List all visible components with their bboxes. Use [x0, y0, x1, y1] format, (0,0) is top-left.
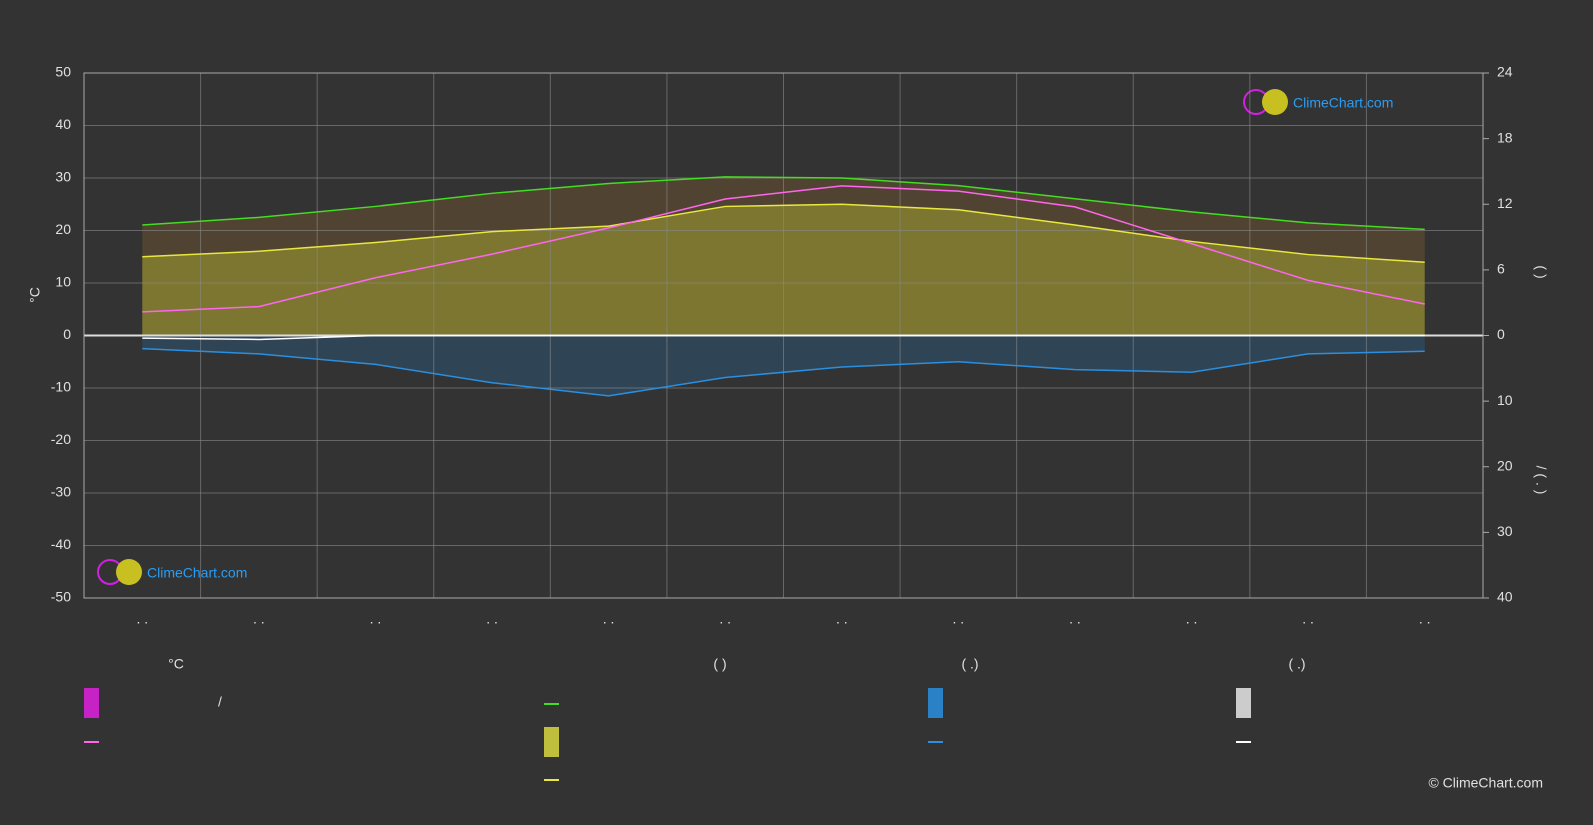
y-tick-label: 50	[55, 64, 71, 80]
copyright: © ClimeChart.com	[1428, 775, 1543, 791]
series-line	[142, 334, 1425, 341]
y-tick-label: -10	[51, 379, 71, 395]
x-tick-label: . .	[370, 611, 382, 627]
x-tick-label: . .	[836, 611, 848, 627]
x-tick-label: . .	[253, 611, 265, 627]
x-tick-label: . .	[603, 611, 615, 627]
hours-tick-label: 12	[1497, 195, 1513, 211]
precip-axis-label: / ( . )	[1533, 466, 1549, 495]
legend-swatch	[928, 688, 943, 718]
legend-header: °C	[168, 656, 184, 672]
y-tick-label: 10	[55, 274, 71, 290]
logo-sun	[1262, 89, 1288, 115]
hours-tick-label: 0	[1497, 326, 1505, 342]
series-line	[142, 185, 1425, 313]
x-tick-label: . .	[1419, 611, 1431, 627]
x-tick-label: . .	[1302, 611, 1314, 627]
y-tick-label: 20	[55, 221, 71, 237]
logo-bottom: ClimeChart.com	[97, 559, 247, 585]
logo-sun	[116, 559, 142, 585]
y-axis-label: °C	[27, 287, 43, 303]
x-tick-label: . .	[486, 611, 498, 627]
series-line	[142, 176, 1425, 231]
series-line	[142, 347, 1425, 397]
x-tick-label: . .	[1186, 611, 1198, 627]
y-tick-label: 0	[63, 326, 71, 342]
y-tick-label: -20	[51, 431, 71, 447]
watermark: ClimeChart.com	[1293, 95, 1393, 111]
y-tick-label: 30	[55, 169, 71, 185]
legend-swatch	[1236, 688, 1251, 718]
plot-frame	[83, 72, 1484, 599]
x-tick-label: . .	[136, 611, 148, 627]
precip-tick-label: 30	[1497, 523, 1513, 539]
legend-header: ( )	[713, 656, 726, 672]
x-tick-label: . .	[953, 611, 965, 627]
logo-top: ClimeChart.com	[1243, 89, 1393, 115]
x-tick-label: . .	[719, 611, 731, 627]
hours-tick-label: 18	[1497, 129, 1513, 145]
y-tick-label: -30	[51, 484, 71, 500]
hours-axis-label: ( )	[1533, 265, 1549, 278]
y-tick-label: -40	[51, 536, 71, 552]
legend-swatch	[84, 688, 99, 718]
precip-tick-label: 20	[1497, 457, 1513, 473]
legend-header: ( .)	[1288, 656, 1305, 672]
watermark: ClimeChart.com	[147, 565, 247, 581]
x-tick-label: . .	[1069, 611, 1081, 627]
hours-tick-label: 6	[1497, 261, 1505, 277]
hours-tick-label: 24	[1497, 64, 1513, 80]
legend-header: ( .)	[961, 656, 978, 672]
precip-tick-label: 40	[1497, 589, 1513, 605]
y-tick-label: -50	[51, 589, 71, 605]
series-line	[142, 203, 1425, 263]
precip-tick-label: 10	[1497, 392, 1513, 408]
legend-swatch	[544, 727, 559, 757]
legend-separator: /	[218, 694, 222, 710]
y-tick-label: 40	[55, 116, 71, 132]
